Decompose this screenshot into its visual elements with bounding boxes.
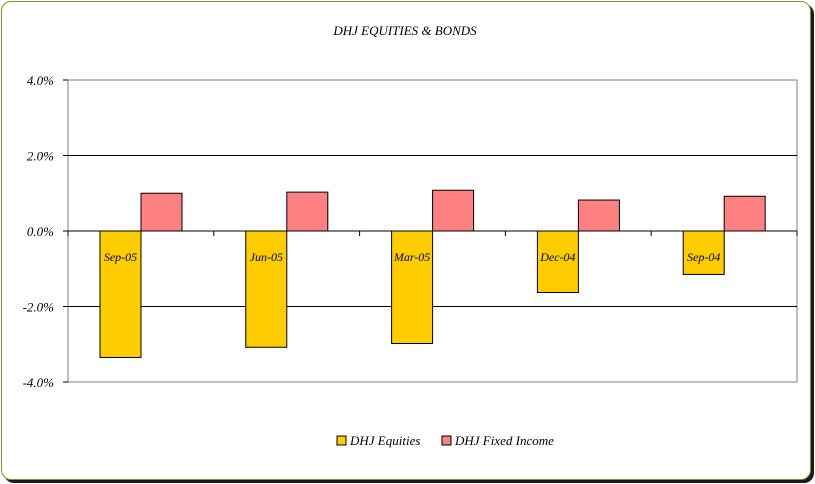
bar-equities: [99, 230, 142, 358]
bar-fixed-income: [577, 199, 620, 232]
y-tick-label: 2.0%: [27, 149, 54, 164]
legend-swatch: [441, 435, 452, 446]
category-label: Sep-04: [687, 250, 720, 264]
x-axis-ticks: [67, 231, 798, 236]
bar-fixed-income: [432, 189, 475, 232]
y-axis-tick-labels: 4.0% 2.0% 0.0% -2.0% -4.0%: [23, 73, 55, 390]
legend-swatch: [336, 435, 347, 446]
bar-fixed-income: [723, 195, 766, 232]
category-labels: Sep-05 Jun-05 Mar-05 Dec-04 Sep-04: [104, 250, 721, 264]
category-label: Mar-05: [393, 250, 430, 264]
category-label: Dec-04: [539, 250, 575, 264]
category-label: Jun-05: [250, 250, 283, 264]
legend-label: DHJ Fixed Income: [454, 433, 554, 448]
bar-fixed-income: [286, 191, 329, 232]
y-tick-label: 0.0%: [27, 224, 54, 239]
legend-label: DHJ Equities: [349, 433, 420, 448]
bar-fixed-income: [140, 192, 183, 232]
y-tick-label: 4.0%: [27, 73, 54, 88]
bar-equities: [245, 230, 288, 348]
legend: DHJ Equities DHJ Fixed Income: [336, 433, 554, 448]
bars: [99, 189, 766, 358]
bar-equities: [391, 230, 434, 344]
y-tick-label: -4.0%: [23, 375, 55, 390]
y-tick-label: -2.0%: [23, 300, 55, 315]
category-label: Sep-05: [104, 250, 137, 264]
chart-title: DHJ EQUITIES & BONDS: [332, 23, 477, 38]
